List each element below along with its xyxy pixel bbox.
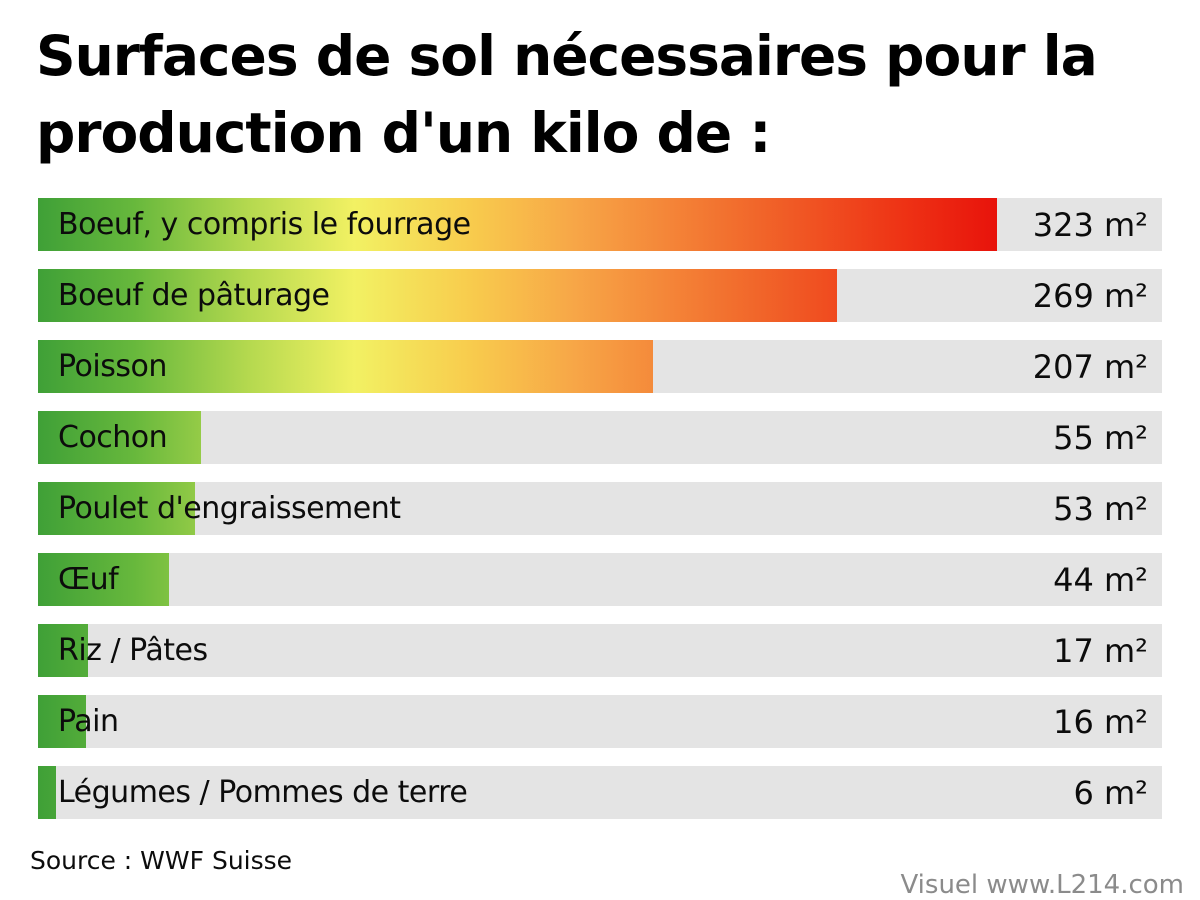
category-label: Boeuf, y compris le fourrage [58,207,471,242]
chart-row: Cochon 55 m² [38,411,1162,464]
value-label: 53 m² [1053,489,1148,528]
chart-row: Pain 16 m² [38,695,1162,748]
credit-note: Visuel www.L214.com [900,870,1184,900]
value-label: 17 m² [1053,631,1148,670]
value-label: 207 m² [1032,347,1148,386]
chart-row: Légumes / Pommes de terre 6 m² [38,766,1162,819]
value-bar [38,340,653,393]
category-label: Poisson [58,349,167,384]
category-label: Riz / Pâtes [58,633,208,668]
chart-row: Œuf 44 m² [38,553,1162,606]
value-bar [38,269,837,322]
category-label: Cochon [58,420,168,455]
value-label: 16 m² [1053,702,1148,741]
value-bar [38,624,88,677]
value-label: 323 m² [1032,205,1148,244]
category-label: Poulet d'engraissement [58,491,401,526]
value-bar [38,411,201,464]
category-label: Pain [58,704,119,739]
value-label: 55 m² [1053,418,1148,457]
category-label: Légumes / Pommes de terre [58,775,468,810]
value-label: 269 m² [1032,276,1148,315]
chart-row: Boeuf, y compris le fourrage 323 m² [38,198,1162,251]
value-bar [38,482,195,535]
category-label: Boeuf de pâturage [58,278,330,313]
value-bar [38,695,86,748]
category-label: Œuf [58,562,119,597]
value-bar [38,766,56,819]
chart-row: Poulet d'engraissement 53 m² [38,482,1162,535]
chart-title-line2: production d'un kilo de : [36,101,771,165]
chart-row: Riz / Pâtes 17 m² [38,624,1162,677]
bar-chart: Boeuf, y compris le fourrage 323 m² Boeu… [38,198,1162,819]
value-bar [38,198,997,251]
value-label: 6 m² [1073,773,1148,812]
chart-row: Boeuf de pâturage 269 m² [38,269,1162,322]
chart-title: Surfaces de sol nécessaires pour la prod… [36,18,1098,172]
value-bar [38,553,169,606]
chart-title-line1: Surfaces de sol nécessaires pour la [36,24,1098,88]
source-note: Source : WWF Suisse [30,846,293,875]
value-label: 44 m² [1053,560,1148,599]
chart-row: Poisson 207 m² [38,340,1162,393]
